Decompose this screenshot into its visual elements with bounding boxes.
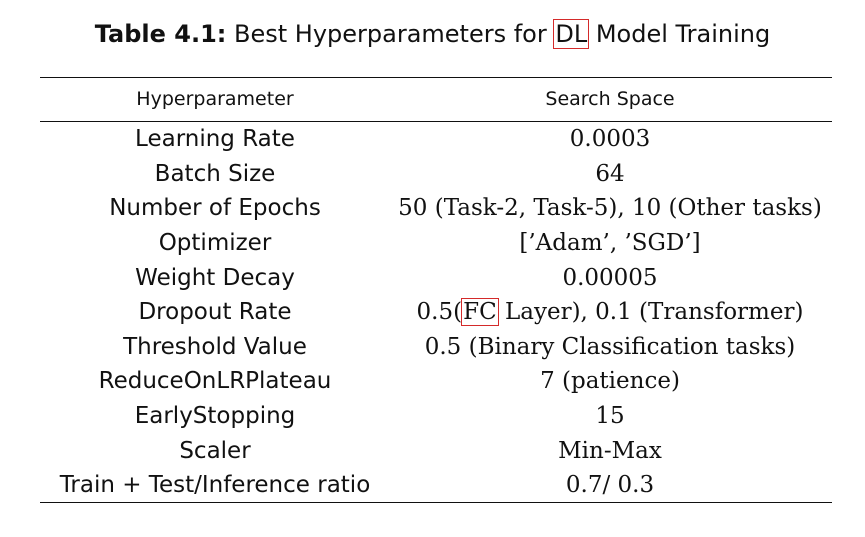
table-header-row: Hyperparameter Search Space [40, 80, 832, 118]
row-name: Weight Decay [135, 264, 295, 291]
table-row: Train + Test/Inference ratio 0.7/ 0.3 [40, 468, 832, 503]
caption-text-before: Best Hyperparameters for [226, 20, 555, 48]
row-value: 0.00005 [562, 264, 658, 291]
row-name: Threshold Value [123, 333, 307, 360]
table-row: Optimizer [’Adam’, ’SGD’] [40, 226, 832, 261]
row-value: 0.5(FC Layer), 0.1 (Transformer) [390, 298, 830, 327]
row-name: Learning Rate [135, 126, 295, 153]
fc-abbr-link[interactable]: FC [461, 298, 499, 327]
row-name: Batch Size [154, 160, 276, 187]
row-name: EarlyStopping [134, 403, 296, 430]
table-row: Batch Size 64 [40, 157, 832, 192]
row-value: [’Adam’, ’SGD’] [519, 230, 701, 257]
table-row: Number of Epochs 50 (Task-2, Task-5), 10… [40, 191, 832, 226]
row-value-before: 0.5( [416, 299, 463, 326]
row-value: 0.7/ 0.3 [565, 472, 655, 499]
table-header-rule [40, 121, 832, 122]
table-top-rule [40, 77, 832, 79]
header-hyperparameter: Hyperparameter [136, 88, 294, 110]
row-value: 64 [595, 160, 625, 187]
table-row: Scaler Min-Max [40, 433, 832, 468]
table-body: Learning Rate 0.0003 Batch Size 64 Numbe… [40, 122, 832, 503]
table-bottom-rule [40, 502, 832, 504]
row-value: Min-Max [558, 437, 662, 464]
table-row: ReduceOnLRPlateau 7 (patience) [40, 364, 832, 399]
caption-text-after: Model Training [588, 20, 771, 48]
caption-label: Table 4.1: [94, 20, 227, 48]
row-value: 15 [595, 403, 625, 430]
table-caption: Table 4.1: Best Hyperparameters for DL M… [0, 18, 865, 50]
row-value: 0.0003 [569, 126, 651, 153]
row-name: Optimizer [158, 230, 272, 257]
table-row: Dropout Rate 0.5(FC Layer), 0.1 (Transfo… [40, 295, 832, 330]
caption-abbr-link[interactable]: DL [553, 19, 590, 49]
row-value: 50 (Task-2, Task-5), 10 (Other tasks) [398, 195, 822, 222]
row-value-after: Layer), 0.1 (Transformer) [497, 299, 804, 326]
row-name: Train + Test/Inference ratio [59, 472, 371, 499]
row-name: ReduceOnLRPlateau [98, 368, 332, 395]
row-name: Dropout Rate [138, 299, 292, 326]
row-name: Scaler [179, 437, 251, 464]
row-name: Number of Epochs [109, 195, 321, 222]
table-row: Threshold Value 0.5 (Binary Classificati… [40, 330, 832, 365]
row-value: 0.5 (Binary Classification tasks) [424, 333, 796, 360]
row-value: 7 (patience) [540, 368, 680, 395]
table-row: Learning Rate 0.0003 [40, 122, 832, 157]
table-row: EarlyStopping 15 [40, 399, 832, 434]
header-search-space: Search Space [545, 88, 675, 110]
table-row: Weight Decay 0.00005 [40, 260, 832, 295]
